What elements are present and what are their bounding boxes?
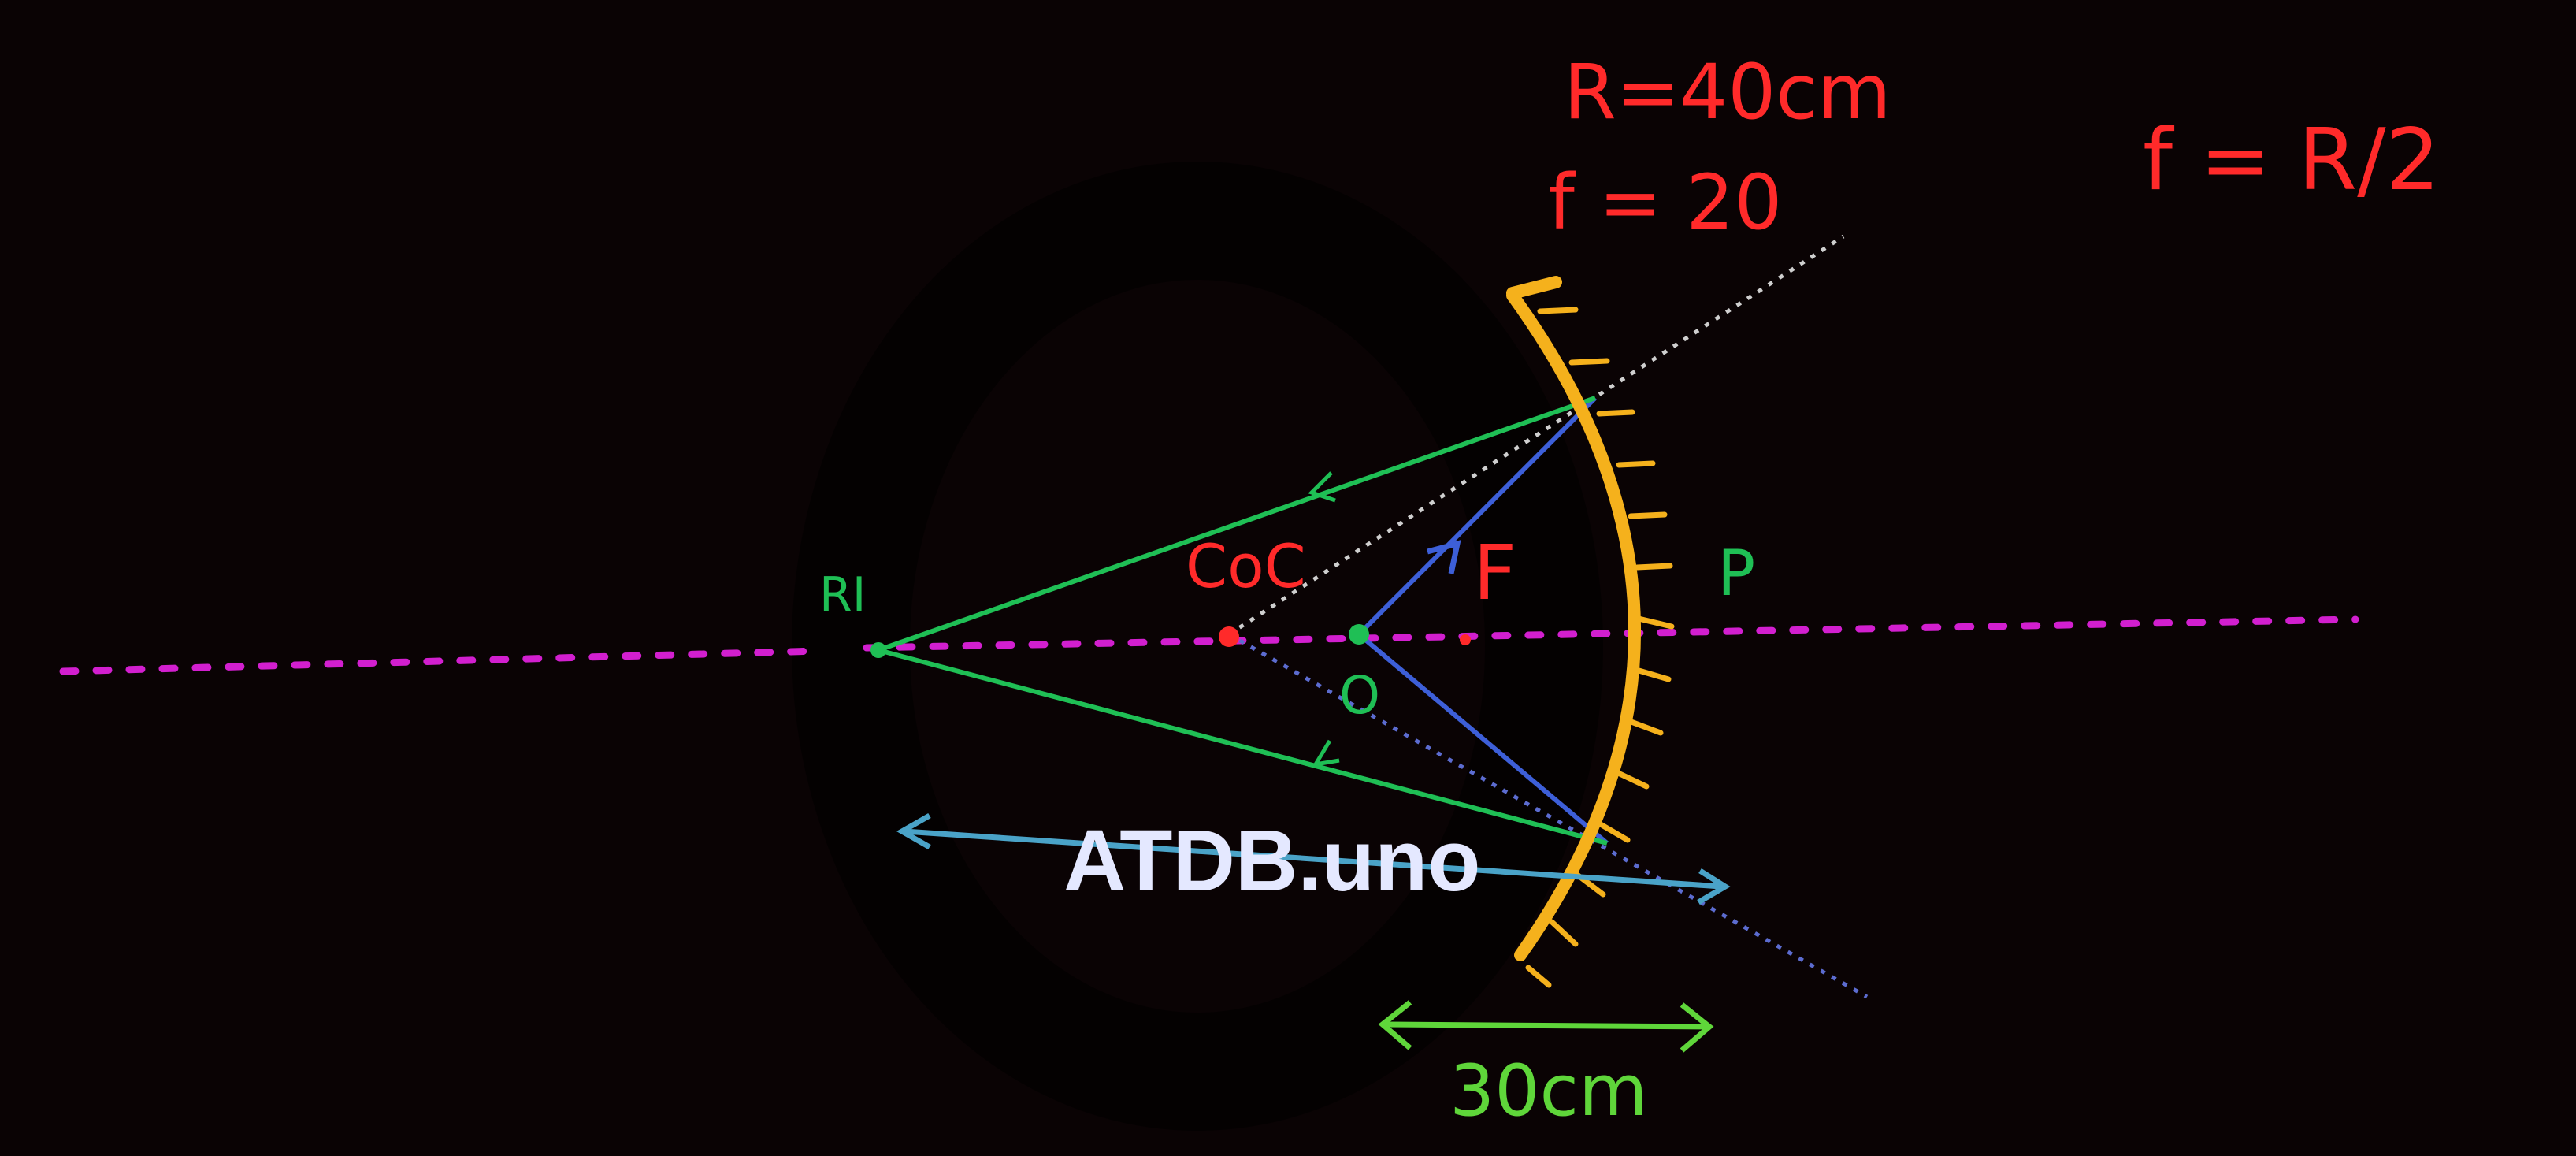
normal-line-lower: [1227, 632, 1869, 999]
incident-ray-upper-arrow: [1427, 540, 1461, 574]
focus-label: F: [1473, 529, 1516, 617]
incident-ray-upper: [1357, 396, 1598, 637]
formula-label: f = R/2: [2143, 111, 2440, 210]
distance-dimension: [1378, 1000, 1714, 1053]
concave-mirror-icon: [1506, 276, 1675, 988]
image-point: [870, 642, 886, 658]
normal-line-upper: [1227, 234, 1845, 637]
principal-axis: [59, 647, 823, 675]
incident-ray-lower: [1357, 632, 1609, 846]
distance-label: 30cm: [1449, 1050, 1648, 1132]
coc-point: [1219, 626, 1239, 647]
coc-label: CoC: [1186, 531, 1306, 601]
focus-point: [1460, 634, 1471, 645]
reflected-ray-upper: [878, 396, 1596, 652]
object-point: [1349, 624, 1369, 645]
image-label: RI: [819, 567, 866, 623]
reflected-ray-lower-arrow: [1312, 739, 1340, 768]
object-label: O: [1339, 665, 1380, 726]
reflected-ray-lower: [878, 648, 1608, 846]
watermark-text: ATDB.uno: [1063, 812, 1480, 909]
radius-label: R=40cm: [1564, 48, 1891, 136]
focal-length-label: f = 20: [1548, 158, 1782, 247]
pole-label: P: [1717, 537, 1755, 610]
background-shadow-ring: [792, 162, 1603, 1131]
principal-axis-right: [863, 615, 2359, 652]
reflected-ray-upper-arrow: [1308, 471, 1336, 503]
object-arrow-icon: [896, 812, 1731, 905]
